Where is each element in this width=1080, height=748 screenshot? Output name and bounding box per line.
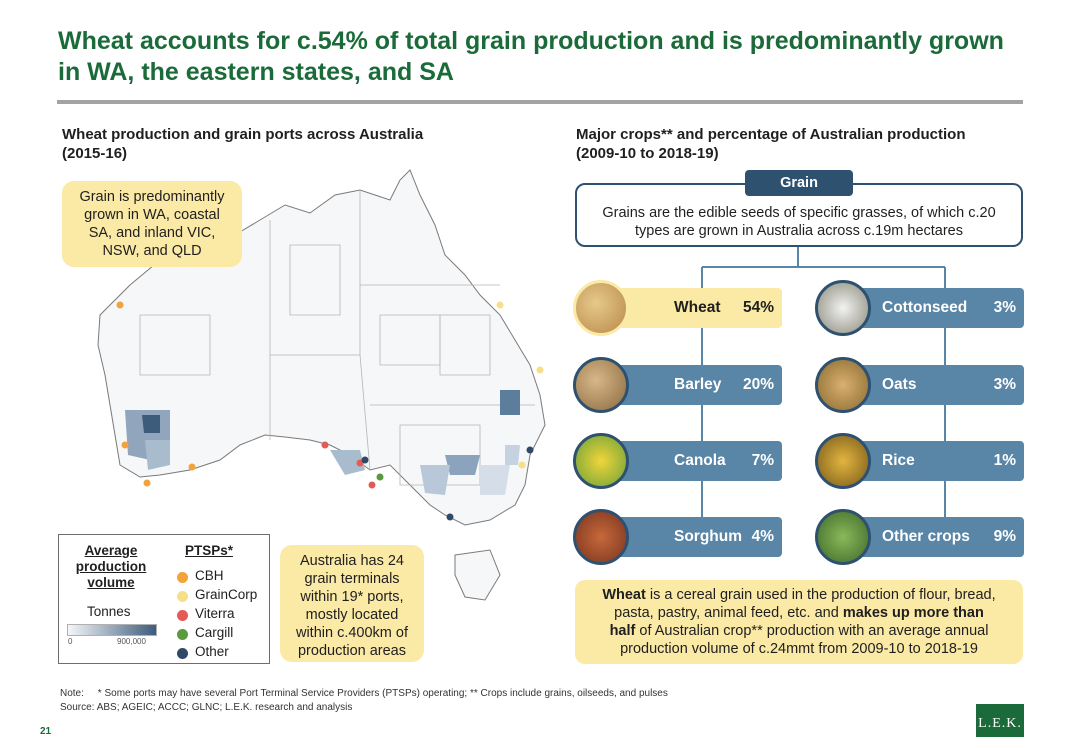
callout-bottom-line: grain terminals [304, 571, 400, 587]
callout-bottom-line: production areas [297, 643, 406, 659]
info-text: is a cereal grain used in the production… [645, 587, 996, 603]
source-note: Source: ABS; AGEIC; ACCC; GLNC; L.E.K. r… [60, 702, 353, 713]
volume-legend-heading: Average production volume [65, 543, 157, 591]
callout-bottom-line: mostly located [305, 607, 399, 623]
ptsp-legend-heading: PTSPs* [185, 543, 234, 558]
crops-title-line-2: (2009-10 to 2018-19) [576, 145, 719, 162]
crop-percent: 3% [993, 299, 1016, 316]
crop-percent: 1% [993, 452, 1016, 469]
callout-bottom-line: within 19* ports, [300, 589, 404, 605]
volume-heading-line: Average [84, 543, 138, 558]
grain-tab: Grain [745, 170, 853, 196]
ptsp-label-viterra: Viterra [195, 606, 235, 621]
crop-pill-canola: Canola 7% [606, 441, 782, 481]
wheat-icon [573, 280, 629, 336]
port-markers [116, 301, 544, 521]
canola-icon [573, 433, 629, 489]
grain-region-callout: Grain is predominantly grown in WA, coas… [62, 181, 242, 267]
crop-percent: 7% [751, 452, 774, 469]
crop-pill-rice: Rice 1% [848, 441, 1024, 481]
crop-name: Barley [674, 376, 722, 393]
barley-icon [573, 357, 629, 413]
ptsp-label-graincorp: GrainCorp [195, 587, 258, 602]
info-line-1: Wheat is a cereal grain used in the prod… [575, 586, 1023, 604]
crop-percent: 4% [751, 528, 774, 545]
map-title-line-1: Wheat production and grain ports across … [62, 126, 424, 143]
lek-logo: L.E.K. [976, 704, 1024, 737]
crop-pill-oats: Oats 3% [848, 365, 1024, 405]
graincorp-dot-icon [177, 591, 188, 602]
crop-pill-barley: Barley 20% [606, 365, 782, 405]
page-title: Wheat accounts for c.54% of total grain … [58, 26, 1038, 88]
callout-top-line: Grain is predominantly [79, 189, 225, 205]
volume-heading-line: volume [87, 575, 135, 590]
crop-percent: 9% [993, 528, 1016, 545]
cottonseed-icon [815, 280, 871, 336]
callout-bottom-line: Australia has 24 [300, 553, 404, 569]
ptsp-label-cargill: Cargill [195, 625, 234, 640]
map-legend: Average production volume Tonnes 0 900,0… [58, 534, 270, 664]
wheat-info-box: Wheat is a cereal grain used in the prod… [575, 580, 1023, 664]
crops-section-title: Major crops** and percentage of Australi… [576, 125, 966, 163]
callout-bottom-line: within c.400km of [295, 625, 409, 641]
info-text: pasta, pastry, animal feed, etc. and [614, 605, 843, 621]
crop-pill-other-crops: Other crops 9% [848, 517, 1024, 557]
crop-name: Rice [882, 452, 915, 469]
crop-name: Canola [674, 452, 726, 469]
info-bold: half [609, 623, 636, 639]
map-section-title: Wheat production and grain ports across … [62, 125, 423, 163]
scale-max-label: 900,000 [117, 637, 146, 646]
callout-top-line: grown in WA, coastal [84, 207, 220, 223]
callout-top-line: SA, and inland VIC, [88, 225, 216, 241]
crop-percent: 3% [993, 376, 1016, 393]
title-line-2: in WA, the eastern states, and SA [58, 58, 454, 86]
other-dot-icon [177, 648, 188, 659]
volume-gradient [67, 624, 157, 636]
info-bold: makes up more than [842, 605, 984, 621]
info-bold: Wheat [602, 587, 646, 603]
volume-heading-line: production [75, 559, 147, 574]
grain-desc-line-2: types are grown in Australia across c.19… [634, 223, 963, 239]
info-line-2: pasta, pastry, animal feed, etc. and mak… [575, 604, 1023, 622]
crop-name: Sorghum [674, 528, 743, 545]
crop-pill-cottonseed: Cottonseed 3% [848, 288, 1024, 328]
crop-pill-sorghum: Sorghum 4% [606, 517, 782, 557]
scale-min-label: 0 [68, 637, 73, 646]
crop-name: Other crops [882, 528, 970, 545]
info-line-4: production volume of c.24mmt from 2009-1… [620, 641, 978, 657]
crop-name: Wheat [674, 299, 721, 316]
crop-pill-wheat: Wheat 54% [606, 288, 782, 328]
ptsp-label-other: Other [195, 644, 229, 659]
units-label: Tonnes [87, 604, 131, 619]
map-title-line-2: (2015-16) [62, 145, 128, 162]
title-line-1: Wheat accounts for c.54% of total grain … [58, 27, 1004, 55]
grain-terminals-callout: Australia has 24 grain terminals within … [280, 545, 424, 662]
oats-icon [815, 357, 871, 413]
info-line-3: half of Australian crop** production wit… [575, 622, 1023, 640]
callout-top-line: NSW, and QLD [102, 243, 202, 259]
page-number: 21 [40, 726, 52, 737]
title-divider [57, 100, 1023, 104]
production-shading [125, 390, 520, 495]
cbh-dot-icon [177, 572, 188, 583]
cargill-dot-icon [177, 629, 188, 640]
sorghum-icon [573, 509, 629, 565]
crops-title-line-1: Major crops** and percentage of Australi… [576, 126, 966, 143]
other-crops-icon [815, 509, 871, 565]
grain-desc-line-1: Grains are the edible seeds of specific … [602, 205, 996, 221]
ptsp-label-cbh: CBH [195, 568, 224, 583]
footnote: Note: * Some ports may have several Port… [60, 688, 668, 699]
viterra-dot-icon [177, 610, 188, 621]
tasmania [454, 549, 501, 601]
rice-icon [815, 433, 871, 489]
crop-name: Oats [882, 376, 917, 393]
info-text: of Australian crop** production with an … [635, 623, 989, 639]
crop-name: Cottonseed [882, 299, 968, 316]
crop-percent: 54% [742, 299, 774, 316]
crop-percent: 20% [742, 376, 774, 393]
